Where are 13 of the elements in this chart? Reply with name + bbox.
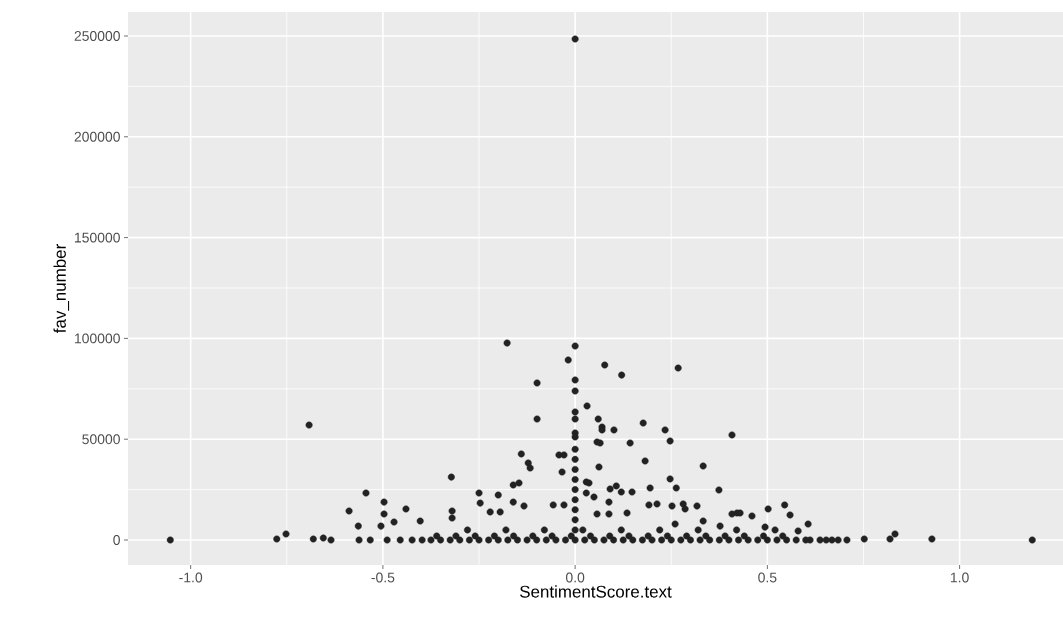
x-tick-label: 0.0 (565, 572, 585, 583)
x-tick-label: -1.0 (179, 572, 203, 583)
y-tick-label: 200000 (74, 131, 120, 142)
x-tick-label: -0.5 (371, 572, 395, 583)
y-tick-label: 50000 (82, 434, 120, 445)
x-axis-title: SentimentScore.text (520, 585, 672, 598)
x-tick-label: 1.0 (950, 572, 969, 583)
y-tick-label: 150000 (75, 232, 120, 243)
y-tick-label: 250000 (74, 31, 120, 41)
y-axis-title: fav_number (53, 244, 70, 333)
y-tick-label: 0 (113, 535, 120, 545)
y-tick-label: 100000 (75, 333, 120, 344)
x-tick-label: 0.5 (758, 572, 777, 583)
